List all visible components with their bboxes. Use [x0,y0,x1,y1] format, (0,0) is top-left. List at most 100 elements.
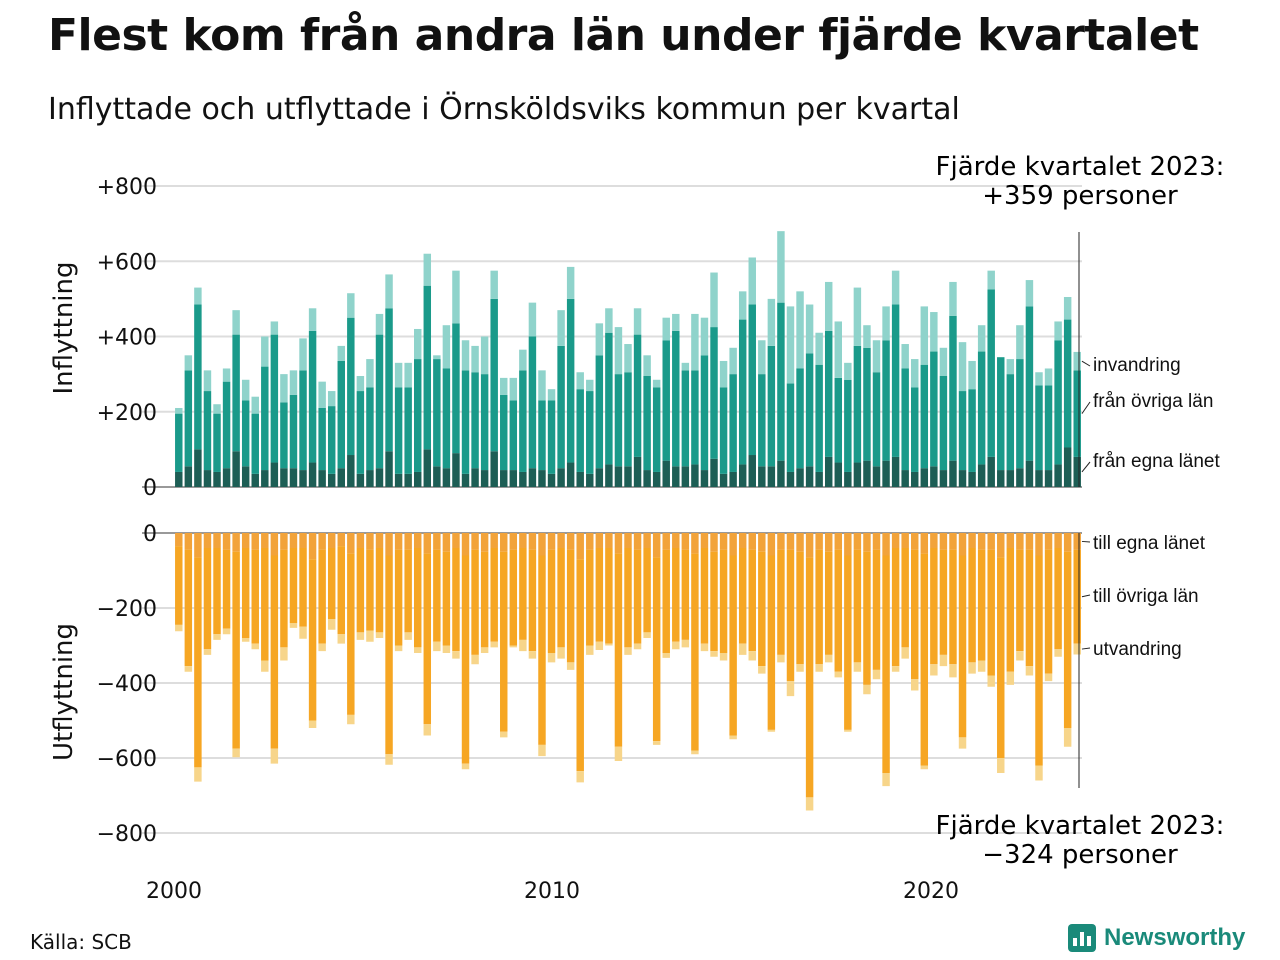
bar-out-utvandring [805,797,814,811]
bar-out-egna-lanet [672,533,680,548]
bar-in-invandring [366,359,374,388]
bar-in-ovriga-lan [786,383,795,472]
bar-out-egna-lanet [872,533,881,550]
bar-in-invandring [261,336,269,367]
bar-in-ovriga-lan [920,364,929,469]
bar-in-egna-lanet [347,455,355,487]
bar-in-egna-lanet [566,462,575,487]
source-note: Källa: SCB [30,930,132,954]
bar-out-utvandring [901,647,909,659]
bar-out-ovriga-lan [614,553,623,747]
bar-in-egna-lanet [872,466,881,487]
bar-in-invandring [251,396,259,414]
bar-in-egna-lanet [213,471,221,487]
bar-out-egna-lanet [958,533,967,556]
bar-out-ovriga-lan [232,551,240,749]
bar-out-ovriga-lan [1016,549,1024,652]
bar-in-ovriga-lan [700,355,709,471]
bar-out-ovriga-lan [920,553,929,766]
bar-out-egna-lanet [681,533,690,550]
bar-out-utvandring [920,765,929,770]
bar-out-utvandring [891,666,900,672]
bar-in-ovriga-lan [337,360,345,469]
bar-in-egna-lanet [738,464,747,487]
bar-out-ovriga-lan [930,548,938,665]
bar-in-ovriga-lan [566,298,575,463]
bar-in-egna-lanet [1044,470,1053,487]
bar-out-egna-lanet [241,533,250,548]
bar-out-utvandring [882,773,890,787]
bar-in-egna-lanet [261,470,269,487]
bar-out-utvandring [327,619,336,630]
bar-out-ovriga-lan [566,549,575,663]
bar-out-utvandring [461,763,470,770]
bar-out-ovriga-lan [939,549,948,655]
bar-out-egna-lanet [270,533,279,556]
bar-in-invandring [815,332,823,365]
bar-out-utvandring [433,641,441,652]
bar-out-utvandring [404,632,412,640]
y-tick-label-top: +400 [97,326,157,351]
bar-out-ovriga-lan [1044,549,1053,674]
bar-out-utvandring [385,754,393,765]
bar-in-egna-lanet [337,468,345,487]
bar-in-ovriga-lan [805,353,814,467]
bar-in-egna-lanet [672,466,680,487]
bar-out-utvandring [872,669,881,680]
bar-out-egna-lanet [557,533,565,548]
bar-out-egna-lanet [710,533,718,552]
bar-in-invandring [241,379,250,401]
bar-out-ovriga-lan [738,548,747,644]
bar-out-ovriga-lan [347,553,355,715]
bar-in-egna-lanet [1073,456,1081,487]
bar-out-egna-lanet [891,533,900,548]
bar-out-egna-lanet [1025,533,1034,550]
bar-out-egna-lanet [911,533,919,550]
bar-out-egna-lanet [997,533,1005,558]
bar-in-invandring [920,306,929,365]
bar-out-ovriga-lan [901,548,909,648]
bar-out-egna-lanet [385,533,393,556]
bar-in-invandring [270,321,279,335]
bar-out-utvandring [586,645,594,655]
bar-out-egna-lanet [1006,533,1015,548]
bar-out-utvandring [270,748,279,764]
bar-in-egna-lanet [911,471,919,487]
bar-out-utvandring [1054,649,1062,657]
bar-in-ovriga-lan [442,368,451,469]
bar-in-egna-lanet [586,473,594,487]
bar-in-ovriga-lan [394,387,403,474]
bar-out-ovriga-lan [194,557,202,768]
bar-out-ovriga-lan [710,551,718,652]
bar-out-utvandring [289,623,298,628]
bar-in-egna-lanet [413,471,422,487]
bar-out-utvandring [939,654,948,667]
leader-line-in [1081,360,1091,367]
y-tick-label-bottom: −600 [97,747,157,772]
bar-in-invandring [614,327,623,375]
bar-out-ovriga-lan [1054,548,1062,650]
bar-in-invandring [662,317,670,341]
bar-in-egna-lanet [882,460,890,487]
bar-out-ovriga-lan [394,549,403,646]
bar-in-ovriga-lan [347,317,355,456]
bar-in-egna-lanet [624,466,632,487]
bar-out-egna-lanet [251,533,259,550]
bar-in-ovriga-lan [891,304,900,457]
bar-in-invandring [805,304,814,354]
bar-out-egna-lanet [509,533,518,550]
bar-in-ovriga-lan [824,330,833,457]
bar-in-ovriga-lan [270,334,279,463]
bar-out-egna-lanet [490,533,498,548]
bar-in-invandring [853,287,862,346]
bar-in-ovriga-lan [356,391,365,474]
bar-in-ovriga-lan [1035,385,1043,471]
bar-out-egna-lanet [824,533,833,552]
bar-out-ovriga-lan [433,549,441,642]
y-axis-title-inflyttning: Inflyttning [49,262,79,395]
y-tick-label-bottom: −400 [97,672,157,697]
bar-in-egna-lanet [327,473,336,487]
gridlines [142,185,1082,834]
bar-out-ovriga-lan [1025,549,1034,667]
